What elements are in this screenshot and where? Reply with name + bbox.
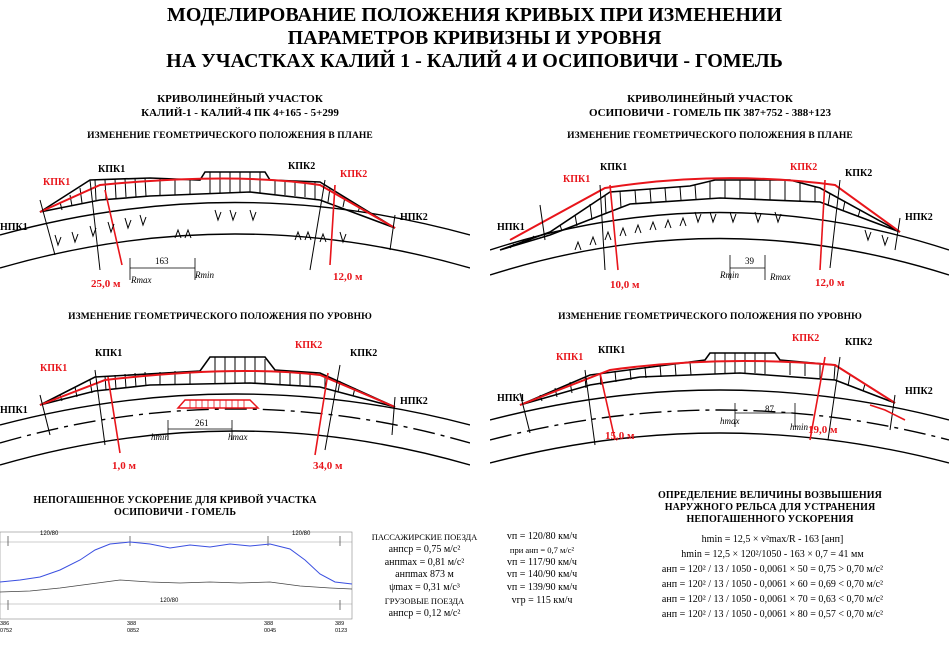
left-plan-kpk2-red-marker <box>329 184 336 266</box>
left-level-right-shift: 34,0 м <box>313 460 343 472</box>
left-plan-kpk1-red-marker <box>104 189 123 266</box>
accel-blue-line <box>0 541 353 585</box>
definition-heading-1: ОПРЕДЕЛЕНИЕ ВЕЛИЧИНЫ ВОЗВЫШЕНИЯ <box>658 490 882 501</box>
left-plan-red-curve <box>39 177 396 229</box>
right-level-right-shift: 19,0 м <box>808 424 838 436</box>
right-level-heading: ИЗМЕНЕНИЕ ГЕОМЕТРИЧЕСКОГО ПОЛОЖЕНИЯ ПО У… <box>558 312 862 322</box>
accel-tick-3: 388 0045 <box>264 621 277 634</box>
right-level-left-shift: 15,0 м <box>605 430 635 442</box>
right-plan-heading: ИЗМЕНЕНИЕ ГЕОМЕТРИЧЕСКОГО ПОЛОЖЕНИЯ В ПЛ… <box>567 131 853 141</box>
right-level-npk2: НПК2 <box>905 386 933 397</box>
left-plan-npk1: НПК1 <box>0 222 28 233</box>
left-level-heading: ИЗМЕНЕНИЕ ГЕОМЕТРИЧЕСКОГО ПОЛОЖЕНИЯ ПО У… <box>68 312 372 322</box>
left-plan-diagram <box>0 171 470 280</box>
left-level-npk2: НПК2 <box>400 396 428 407</box>
left-plan-track-inner <box>0 233 470 269</box>
right-level-kpk2-red: КПК2 <box>792 333 820 344</box>
right-level-kpk2: КПК2 <box>845 337 873 348</box>
left-plan-kpk1-red: КПК1 <box>43 177 71 188</box>
definition-heading-3: НЕПОГАШЕННОГО УСКОРЕНИЯ <box>686 514 854 525</box>
page-title-line2: ПАРАМЕТРОВ КРИВИЗНЫ И УРОВНЯ <box>287 27 662 49</box>
accel-heading-line2: ОСИПОВИЧИ - ГОМЕЛЬ <box>113 507 237 518</box>
right-plan-npk1: НПК1 <box>497 222 525 233</box>
left-plan-npk2-marker <box>389 214 396 251</box>
accel-black-line <box>0 579 353 593</box>
formula-5: aнп = 120² / 13 / 1050 - 0,0061 × 70 = 0… <box>661 594 884 605</box>
right-plan-diagram <box>490 177 949 280</box>
right-plan-distance: 39 <box>745 256 754 266</box>
left-plan-track-outer <box>0 201 470 236</box>
params-freight-heading: ГРУЗОВЫЕ ПОЕЗДА <box>384 595 465 606</box>
left-level-left-shift: 1,0 м <box>112 460 136 472</box>
params-col1: ПАССАЖИРСКИЕ ПОЕЗДА aнпср = 0,75 м/с² aн… <box>357 531 492 621</box>
left-plan-distance: 163 <box>155 256 169 266</box>
left-plan-hatching <box>59 172 361 213</box>
accel-tick-2: 388 0852 <box>127 621 140 634</box>
right-section-name: ОСИПОВИЧИ - ГОМЕЛЬ ПК 387+752 - 388+123 <box>588 107 832 119</box>
right-plan-kpk2-red: КПК2 <box>790 162 818 173</box>
left-plan-kpk2: КПК2 <box>288 161 316 172</box>
left-plan-right-shift: 12,0 м <box>333 271 363 283</box>
formula-4: aнп = 120² / 13 / 1050 - 0,0061 × 60 = 0… <box>661 579 884 590</box>
left-plan-kpk1-marker <box>89 179 101 271</box>
right-level-distance: 87 <box>765 404 774 414</box>
left-plan-rmin: Rmin <box>195 270 214 280</box>
right-plan-npk2: НПК2 <box>905 212 933 223</box>
left-level-kpk1: КПК1 <box>95 348 123 359</box>
left-plan-kpk2-marker <box>309 179 326 271</box>
params-col2: vп = 120/80 км/ч при aнп = 0,7 м/с² vп =… <box>506 531 578 606</box>
left-plan-npk2: НПК2 <box>400 212 428 223</box>
accel-legend-1: 120/80 <box>40 531 59 537</box>
left-plan-rmax: Rmax <box>131 275 152 285</box>
left-level-kpk2: КПК2 <box>350 348 378 359</box>
accel-heading-line1: НЕПОГАШЕННОЕ УСКОРЕНИЕ ДЛЯ КРИВОЙ УЧАСТК… <box>33 495 317 506</box>
left-section-name: КАЛИЙ-1 - КАЛИЙ-4 ПК 4+165 - 5+299 <box>141 107 339 119</box>
page-title-line3: НА УЧАСТКАХ КАЛИЙ 1 - КАЛИЙ 4 И ОСИПОВИЧ… <box>166 50 783 72</box>
formula-1: hmin = 12,5 × v²max/R - 163 [aнп] <box>701 534 844 545</box>
accel-tick-1: 386 0752 <box>0 621 13 634</box>
right-level-diagram <box>490 352 949 464</box>
right-level-kpk1: КПК1 <box>598 345 626 356</box>
right-level-npk1: НПК1 <box>497 393 525 404</box>
params-passenger-heading: ПАССАЖИРСКИЕ ПОЕЗДА <box>371 532 478 542</box>
left-level-hmax: hmax <box>228 432 248 442</box>
left-plan-arrows <box>54 209 347 247</box>
left-plan-heading: ИЗМЕНЕНИЕ ГЕОМЕТРИЧЕСКОГО ПОЛОЖЕНИЯ В ПЛ… <box>87 131 373 141</box>
left-level-kpk1-red: КПК1 <box>40 363 68 374</box>
right-plan-rmax: Rmax <box>770 272 791 282</box>
formula-6: aнп = 120² / 13 / 1050 - 0,0061 × 80 = 0… <box>661 609 884 620</box>
definition-heading-2: НАРУЖНОГО РЕЛЬСА ДЛЯ УСТРАНЕНИЯ <box>664 502 876 513</box>
left-plan-left-shift: 25,0 м <box>91 278 121 290</box>
left-level-distance: 261 <box>195 418 209 428</box>
formula-2: hmin = 12,5 × 120²/1050 - 163 × 0,7 = 41… <box>681 549 864 560</box>
right-plan-rmin: Rmin <box>720 270 739 280</box>
accel-chart <box>0 531 353 620</box>
accel-legend-2: 120/80 <box>292 531 311 537</box>
left-level-kpk2-red: КПК2 <box>295 340 323 351</box>
right-level-hmin: hmin <box>790 422 808 432</box>
right-section-title: КРИВОЛИНЕЙНЫЙ УЧАСТОК <box>627 93 793 105</box>
formula-3: aнп = 120² / 13 / 1050 - 0,0061 × 50 = 0… <box>661 564 884 575</box>
left-level-diagram <box>0 356 470 466</box>
right-plan-kpk1-red: КПК1 <box>563 174 591 185</box>
page-title-line1: МОДЕЛИРОВАНИЕ ПОЛОЖЕНИЯ КРИВЫХ ПРИ ИЗМЕН… <box>166 4 783 26</box>
right-plan-left-shift: 10,0 м <box>610 279 640 291</box>
left-section-title: КРИВОЛИНЕЙНЫЙ УЧАСТОК <box>157 93 323 105</box>
right-plan-kpk2: КПК2 <box>845 168 873 179</box>
accel-tick-4: 389 0123 <box>335 621 348 634</box>
left-level-hmin: hmin <box>151 432 169 442</box>
right-level-kpk1-red: КПК1 <box>556 352 584 363</box>
left-plan-kpk1: КПК1 <box>98 164 126 175</box>
right-plan-kpk1: КПК1 <box>600 162 628 173</box>
left-level-npk1: НПК1 <box>0 405 28 416</box>
accel-legend-3: 120/80 <box>160 598 179 604</box>
right-level-hmax: hmax <box>720 416 740 426</box>
left-plan-npk1-marker <box>39 199 56 256</box>
left-plan-kpk2-red: КПК2 <box>340 169 368 180</box>
definition-formulas: hmin = 12,5 × v²max/R - 163 [aнп] hmin =… <box>600 532 945 622</box>
right-plan-right-shift: 12,0 м <box>815 277 845 289</box>
